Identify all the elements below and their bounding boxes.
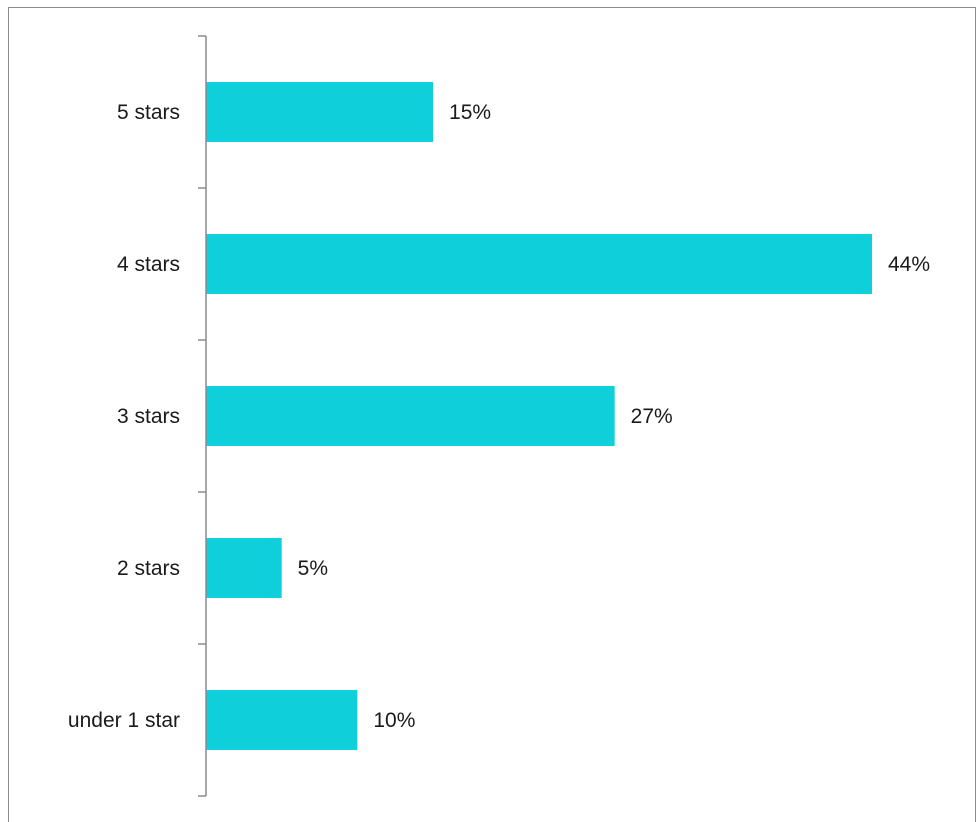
bar-3-stars — [206, 386, 615, 446]
category-label: 4 stars — [117, 253, 180, 276]
data-label: 5% — [298, 557, 328, 580]
category-label: 3 stars — [117, 405, 180, 428]
category-label: under 1 star — [68, 709, 180, 732]
data-label: 44% — [888, 253, 930, 276]
data-label: 27% — [631, 405, 673, 428]
data-label: 10% — [373, 709, 415, 732]
bars-layer — [206, 82, 872, 750]
bar-under-1-star — [206, 690, 358, 750]
bar-5-stars — [206, 82, 434, 142]
category-label: 2 stars — [117, 557, 180, 580]
labels-layer: 5 stars 15% 4 stars 44% 3 stars 27% 2 stars 5% u… — [68, 101, 930, 732]
bar-2-stars — [206, 538, 282, 598]
category-label: 5 stars — [117, 101, 180, 124]
data-label: 15% — [449, 101, 491, 124]
category-axis — [198, 35, 207, 797]
bar-4-stars — [206, 234, 872, 294]
